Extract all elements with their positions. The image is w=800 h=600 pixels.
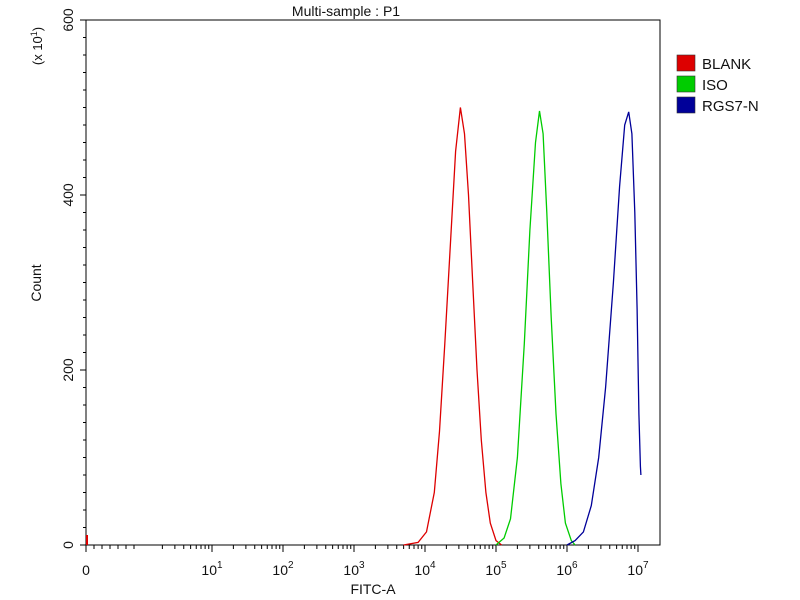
y-multiplier-exp: 1 — [29, 31, 39, 36]
x-tick-base: 10 — [627, 562, 643, 578]
series-line-iso — [495, 110, 576, 546]
x-tick-exp: 1 — [217, 560, 223, 571]
x-tick-base: 10 — [343, 562, 359, 578]
x-tick-label: 0 — [82, 562, 90, 578]
y-tick-label: 0 — [60, 541, 76, 549]
x-tick-label: 103 — [343, 560, 365, 578]
legend-label-iso: ISO — [702, 77, 728, 94]
legend-swatch-iso — [676, 75, 696, 93]
x-tick-exp: 3 — [359, 560, 365, 571]
x-tick-label: 102 — [272, 560, 294, 578]
x-tick-label: 105 — [485, 560, 507, 578]
legend-label-rgs7-n: RGS7-N — [702, 98, 759, 115]
x-tick-base: 10 — [556, 562, 572, 578]
x-tick-exp: 5 — [501, 560, 507, 571]
legend-swatch-blank — [676, 54, 696, 72]
x-tick-base: 10 — [201, 562, 217, 578]
x-tick-label: 106 — [556, 560, 578, 578]
legend: BLANK ISO RGS7-N — [676, 54, 759, 115]
x-tick-label: 104 — [414, 560, 436, 578]
x-tick-label: 101 — [201, 560, 223, 578]
y-axis: 0 200 400 600 — [60, 8, 86, 549]
x-tick-label: 107 — [627, 560, 649, 578]
x-tick-base: 10 — [272, 562, 288, 578]
y-multiplier-base: (x 10 — [30, 36, 45, 65]
x-tick-exp: 2 — [288, 560, 294, 571]
x-tick-base: 10 — [485, 562, 501, 578]
y-tick-label: 600 — [60, 8, 76, 32]
x-tick-exp: 6 — [572, 560, 578, 571]
y-tick-label: 400 — [60, 183, 76, 207]
series-layer — [86, 107, 642, 546]
y-multiplier-label: (x 101) — [29, 27, 45, 65]
legend-label-blank: BLANK — [702, 56, 751, 73]
x-tick-exp: 7 — [643, 560, 649, 571]
x-axis-label: FITC-A — [350, 581, 396, 597]
series-line-rgs7-n — [566, 111, 642, 546]
x-tick-base: 10 — [414, 562, 430, 578]
x-tick-base: 0 — [82, 562, 90, 578]
y-multiplier-close: ) — [30, 27, 45, 31]
x-axis: 0 101 102 103 104 105 106 107 — [82, 545, 649, 578]
series-line-blank — [403, 107, 503, 546]
y-tick-label: 200 — [60, 358, 76, 382]
y-axis-label: Count — [28, 264, 44, 301]
chart-title: Multi-sample : P1 — [292, 3, 400, 19]
legend-swatch-rgs7-n — [676, 96, 696, 114]
x-tick-exp: 4 — [430, 560, 436, 571]
plot-area — [85, 19, 661, 546]
